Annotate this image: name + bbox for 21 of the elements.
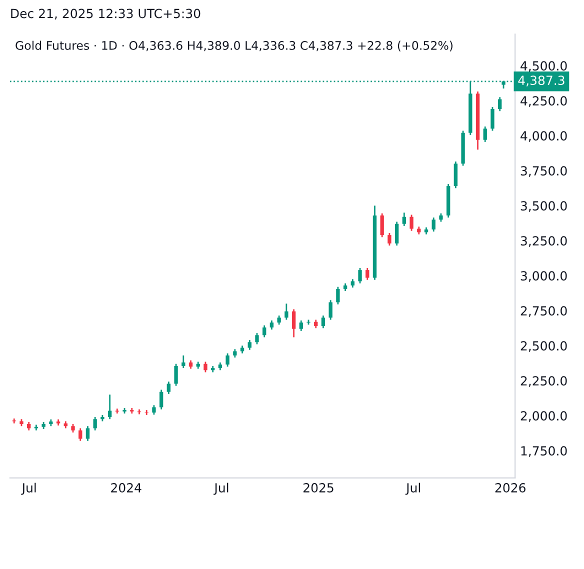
y-tick-label: 2,000.0 bbox=[520, 411, 567, 422]
x-tick-label: Jul bbox=[21, 482, 36, 495]
ref-line-label: 4,387.3 bbox=[518, 76, 564, 86]
x-tick-label: 2026 bbox=[495, 483, 526, 492]
y-tick-label: 4,000.0 bbox=[520, 131, 567, 142]
x-tick-label: 2024 bbox=[111, 483, 142, 492]
x-tick-label: Jul bbox=[214, 482, 228, 495]
y-tick-label: 2,750.0 bbox=[520, 306, 567, 317]
y-tick-label: 3,250.0 bbox=[520, 236, 567, 247]
y-tick-label: 2,250.0 bbox=[520, 376, 567, 387]
x-tick-label: 2025 bbox=[304, 483, 334, 492]
y-tick-label: 3,750.0 bbox=[520, 166, 567, 177]
text: Dec 21, 2025 12:33 UTC+5:30 bbox=[11, 8, 200, 20]
x-tick-label: Jul bbox=[405, 482, 420, 495]
y-tick-label: 3,500.0 bbox=[520, 201, 567, 212]
y-tick-label: 4,500.0 bbox=[520, 61, 567, 72]
y-tick-label: 4,250.0 bbox=[520, 96, 567, 107]
y-tick-label: 2,500.0 bbox=[520, 341, 567, 352]
y-tick-label: 3,000.0 bbox=[520, 271, 567, 282]
text: Gold Futures · 1D · O4,363.6 H4,389.0 L4,336.3 C4,387.3 +22.8 (+0.52%) bbox=[16, 40, 452, 52]
y-tick-label: 1,750.0 bbox=[521, 446, 567, 457]
